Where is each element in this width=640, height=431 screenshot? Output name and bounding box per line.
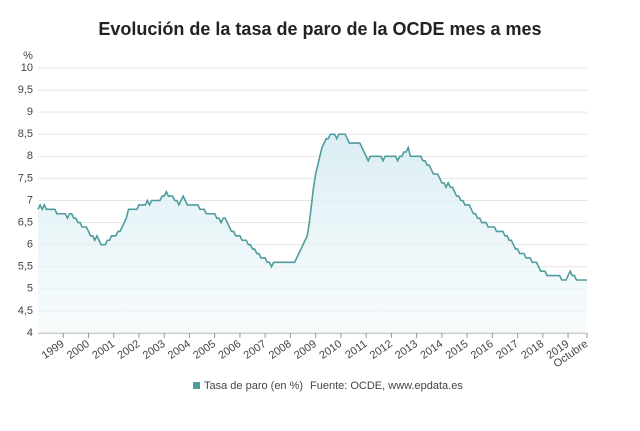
x-tick-label: 2005 — [191, 338, 218, 362]
y-tick-label: 8 — [27, 150, 33, 162]
x-tick-label: 2013 — [393, 338, 420, 362]
x-tick-label: 2018 — [519, 338, 546, 362]
legend-marker — [193, 382, 200, 389]
source: Fuente: OCDE, www.epdata.es — [310, 380, 463, 392]
x-tick-label: 2004 — [166, 338, 193, 362]
x-tick-label: 2007 — [242, 338, 269, 362]
y-tick-label: 5 — [27, 283, 33, 295]
x-tick-label: 1999 — [40, 338, 67, 362]
x-tick-label: 2014 — [418, 338, 445, 362]
y-tick-label: 5,5 — [18, 261, 33, 273]
x-tick-label: 2012 — [368, 338, 395, 362]
y-tick-label: 9 — [27, 106, 33, 118]
y-tick-label: 10 — [21, 62, 33, 74]
y-tick-label: 4 — [27, 327, 33, 339]
chart-title: Evolución de la tasa de paro de la OCDE … — [98, 19, 541, 39]
x-tick-label: 2009 — [292, 338, 319, 362]
line — [37, 133, 587, 281]
x-tick-label: 2008 — [267, 338, 294, 362]
x-tick-label: 2000 — [65, 338, 92, 362]
legend-label: Tasa de paro (en %) — [204, 380, 303, 392]
y-tick-label: 8,5 — [18, 128, 33, 140]
x-tick-label: 2017 — [494, 338, 521, 362]
area — [38, 134, 587, 333]
x-tick-label: 2002 — [115, 338, 142, 362]
y-tick-label: 6,5 — [18, 216, 33, 228]
y-tick-label: 6 — [27, 239, 33, 251]
x-tick-label: 2003 — [141, 338, 168, 362]
y-tick-label: 4,5 — [18, 305, 33, 317]
y-tick-label: 9,5 — [18, 84, 33, 96]
y-axis-unit: % — [23, 50, 33, 62]
y-tick-label: 7 — [27, 194, 33, 206]
x-tick-label: 2015 — [444, 338, 471, 362]
x-tick-label: 2016 — [469, 338, 496, 362]
x-tick-label: 2001 — [90, 338, 117, 362]
x-tick-label: 2006 — [216, 338, 243, 362]
x-tick-label: 2010 — [317, 338, 344, 362]
x-tick-label: 2011 — [343, 338, 369, 361]
y-tick-label: 7,5 — [18, 172, 33, 184]
